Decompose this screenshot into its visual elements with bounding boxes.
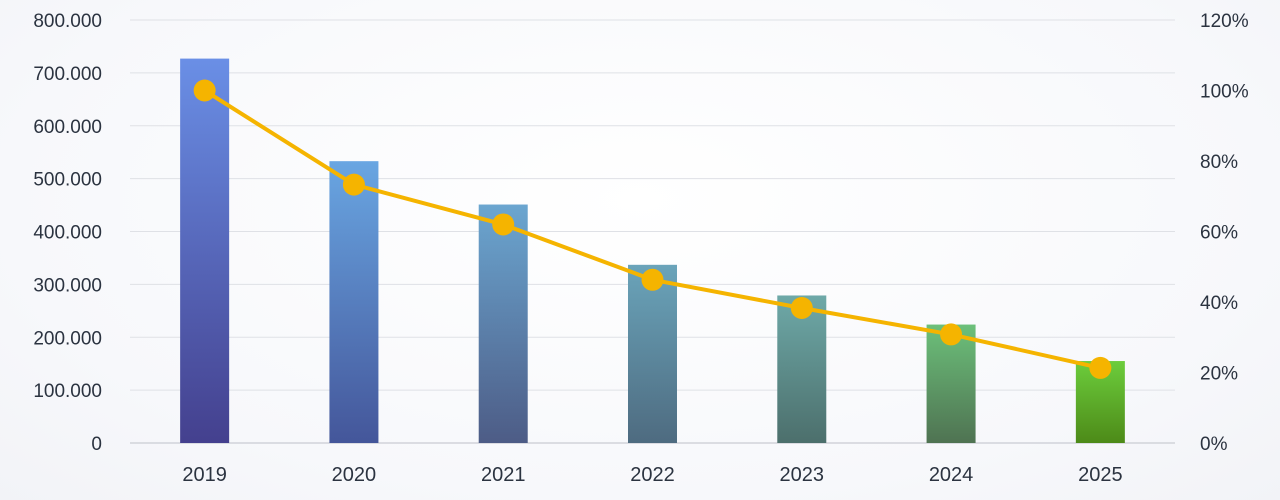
line-point-2025 (1089, 356, 1112, 379)
line-series (193, 79, 1112, 379)
right-axis: 120% 100% 80% 60% 40% 20% 0% (1200, 11, 1249, 455)
left-tick-label: 500.000 (33, 170, 102, 191)
left-tick-label: 700.000 (33, 64, 102, 85)
right-tick-label: 120% (1200, 11, 1249, 32)
right-tick-label: 40% (1200, 293, 1238, 314)
x-tick-label: 2020 (332, 464, 377, 486)
line-point-2021 (492, 213, 515, 236)
x-tick-label: 2023 (780, 464, 825, 486)
line-point-2022 (641, 268, 664, 291)
left-tick-label: 800.000 (33, 11, 102, 32)
x-axis: 2019 2020 2021 2022 2023 2024 2025 (182, 464, 1122, 486)
bar-series (180, 58, 1125, 443)
left-tick-label: 300.000 (33, 275, 102, 296)
bar-2021 (478, 204, 528, 443)
left-tick-label: 600.000 (33, 117, 102, 138)
right-tick-label: 20% (1200, 364, 1238, 385)
left-tick-label: 200.000 (33, 328, 102, 349)
bar-2019 (180, 58, 230, 443)
left-tick-label: 0 (91, 434, 102, 455)
x-tick-label: 2025 (1078, 464, 1123, 486)
right-tick-label: 0% (1200, 434, 1228, 455)
left-tick-label: 400.000 (33, 223, 102, 244)
x-tick-label: 2022 (630, 464, 675, 486)
bar-2023 (777, 295, 827, 443)
x-tick-label: 2024 (929, 464, 974, 486)
left-axis: 800.000 700.000 600.000 500.000 400.000 300.0… (33, 11, 102, 455)
line-point-2019 (193, 79, 216, 102)
bar-2022 (628, 264, 677, 443)
x-tick-label: 2021 (481, 464, 526, 486)
x-tick-label: 2019 (182, 464, 227, 486)
line-point-2024 (940, 323, 963, 346)
right-tick-label: 80% (1200, 152, 1238, 173)
right-tick-label: 100% (1200, 82, 1249, 103)
left-tick-label: 100.000 (33, 381, 102, 402)
bar-2020 (329, 161, 379, 443)
right-tick-label: 60% (1200, 223, 1238, 244)
line-point-2020 (342, 173, 365, 196)
line-point-2023 (790, 296, 813, 319)
